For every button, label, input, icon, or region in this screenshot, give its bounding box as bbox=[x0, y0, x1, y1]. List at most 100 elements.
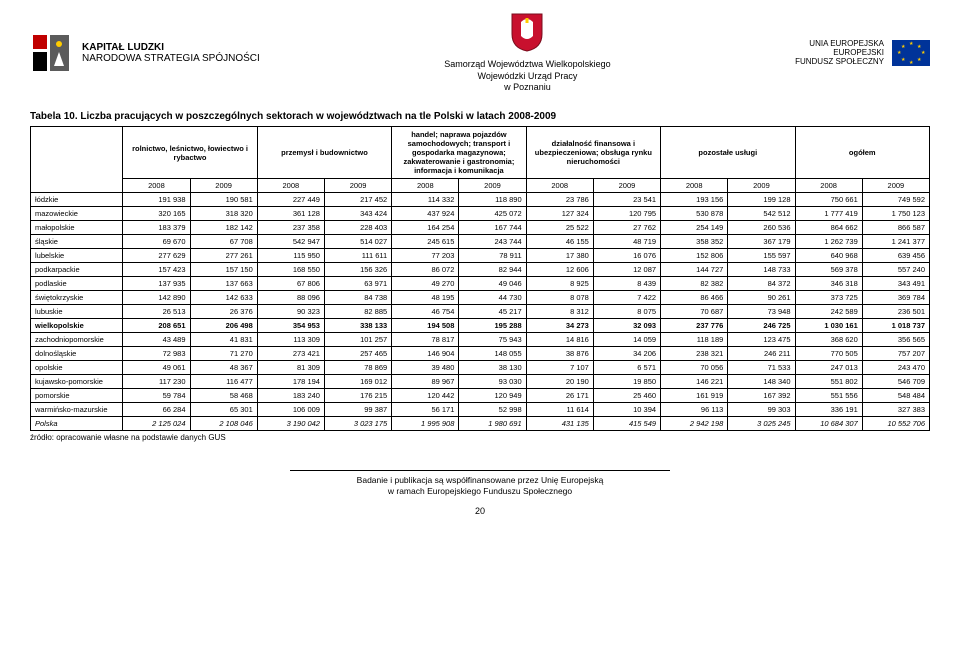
page-number: 20 bbox=[30, 506, 930, 516]
eu-text: UNIA EUROPEJSKA EUROPEJSKI FUNDUSZ SPOŁE… bbox=[795, 39, 884, 67]
value-cell: 152 806 bbox=[661, 249, 728, 263]
value-cell: 142 890 bbox=[123, 291, 190, 305]
value-cell: 45 217 bbox=[459, 305, 526, 319]
value-cell: 2 108 046 bbox=[190, 417, 257, 431]
value-cell: 118 189 bbox=[661, 333, 728, 347]
table-row: pomorskie59 78458 468183 240176 215120 4… bbox=[31, 389, 930, 403]
value-cell: 1 750 123 bbox=[862, 207, 929, 221]
value-cell: 19 850 bbox=[593, 375, 660, 389]
region-cell: zachodniopomorskie bbox=[31, 333, 123, 347]
value-cell: 228 403 bbox=[324, 221, 391, 235]
value-cell: 41 831 bbox=[190, 333, 257, 347]
group-header: przemysł i budownictwo bbox=[257, 127, 391, 179]
value-cell: 343 424 bbox=[324, 207, 391, 221]
table-row: Polska2 125 0242 108 0463 190 0423 023 1… bbox=[31, 417, 930, 431]
group-header: działalność finansowa i ubezpieczeniowa;… bbox=[526, 127, 660, 179]
value-cell: 369 784 bbox=[862, 291, 929, 305]
value-cell: 277 629 bbox=[123, 249, 190, 263]
value-cell: 65 301 bbox=[190, 403, 257, 417]
value-cell: 866 587 bbox=[862, 221, 929, 235]
year-header: 2009 bbox=[190, 179, 257, 193]
value-cell: 425 072 bbox=[459, 207, 526, 221]
kl-line2: NARODOWA STRATEGIA SPÓJNOŚCI bbox=[82, 53, 260, 64]
value-cell: 243 744 bbox=[459, 235, 526, 249]
value-cell: 78 911 bbox=[459, 249, 526, 263]
value-cell: 157 423 bbox=[123, 263, 190, 277]
value-cell: 82 382 bbox=[661, 277, 728, 291]
value-cell: 415 549 bbox=[593, 417, 660, 431]
value-cell: 38 130 bbox=[459, 361, 526, 375]
region-cell: małopolskie bbox=[31, 221, 123, 235]
value-cell: 78 817 bbox=[392, 333, 459, 347]
value-cell: 260 536 bbox=[728, 221, 795, 235]
region-cell: kujawsko-pomorskie bbox=[31, 375, 123, 389]
year-header: 2008 bbox=[795, 179, 862, 193]
value-cell: 82 944 bbox=[459, 263, 526, 277]
value-cell: 26 171 bbox=[526, 389, 593, 403]
value-cell: 237 358 bbox=[257, 221, 324, 235]
region-cell: mazowieckie bbox=[31, 207, 123, 221]
value-cell: 148 055 bbox=[459, 347, 526, 361]
value-cell: 431 135 bbox=[526, 417, 593, 431]
value-cell: 26 513 bbox=[123, 305, 190, 319]
region-cell: podlaskie bbox=[31, 277, 123, 291]
value-cell: 82 885 bbox=[324, 305, 391, 319]
value-cell: 99 387 bbox=[324, 403, 391, 417]
region-corner-cell bbox=[31, 127, 123, 193]
value-cell: 14 059 bbox=[593, 333, 660, 347]
value-cell: 101 257 bbox=[324, 333, 391, 347]
value-cell: 90 261 bbox=[728, 291, 795, 305]
value-cell: 20 190 bbox=[526, 375, 593, 389]
header-row: KAPITAŁ LUDZKI NARODOWA STRATEGIA SPÓJNO… bbox=[30, 12, 930, 93]
value-cell: 227 449 bbox=[257, 193, 324, 207]
value-cell: 346 318 bbox=[795, 277, 862, 291]
value-cell: 864 662 bbox=[795, 221, 862, 235]
value-cell: 148 340 bbox=[728, 375, 795, 389]
value-cell: 78 869 bbox=[324, 361, 391, 375]
value-cell: 69 670 bbox=[123, 235, 190, 249]
value-cell: 338 133 bbox=[324, 319, 391, 333]
footer-line2: w ramach Europejskiego Funduszu Społeczn… bbox=[30, 486, 930, 497]
header-left: KAPITAŁ LUDZKI NARODOWA STRATEGIA SPÓJNO… bbox=[30, 32, 260, 74]
table-row: dolnośląskie72 98371 270273 421257 46514… bbox=[31, 347, 930, 361]
value-cell: 66 284 bbox=[123, 403, 190, 417]
eu-line3: FUNDUSZ SPOŁECZNY bbox=[795, 57, 884, 66]
table-row: mazowieckie320 165318 320361 128343 4244… bbox=[31, 207, 930, 221]
value-cell: 178 194 bbox=[257, 375, 324, 389]
header-center: Samorząd Województwa Wielkopolskiego Woj… bbox=[444, 12, 610, 93]
value-cell: 88 096 bbox=[257, 291, 324, 305]
value-cell: 1 777 419 bbox=[795, 207, 862, 221]
value-cell: 530 878 bbox=[661, 207, 728, 221]
value-cell: 8 925 bbox=[526, 277, 593, 291]
value-cell: 3 025 245 bbox=[728, 417, 795, 431]
value-cell: 3 023 175 bbox=[324, 417, 391, 431]
value-cell: 750 661 bbox=[795, 193, 862, 207]
value-cell: 542 512 bbox=[728, 207, 795, 221]
table-row: śląskie69 67067 708542 947514 027245 615… bbox=[31, 235, 930, 249]
value-cell: 327 383 bbox=[862, 403, 929, 417]
value-cell: 146 221 bbox=[661, 375, 728, 389]
value-cell: 195 288 bbox=[459, 319, 526, 333]
value-cell: 120 795 bbox=[593, 207, 660, 221]
value-cell: 111 611 bbox=[324, 249, 391, 263]
value-cell: 191 938 bbox=[123, 193, 190, 207]
value-cell: 208 651 bbox=[123, 319, 190, 333]
value-cell: 361 128 bbox=[257, 207, 324, 221]
value-cell: 238 321 bbox=[661, 347, 728, 361]
kapital-ludzki-text: KAPITAŁ LUDZKI NARODOWA STRATEGIA SPÓJNO… bbox=[82, 42, 260, 64]
value-cell: 368 620 bbox=[795, 333, 862, 347]
value-cell: 557 240 bbox=[862, 263, 929, 277]
value-cell: 343 491 bbox=[862, 277, 929, 291]
year-header: 2009 bbox=[728, 179, 795, 193]
value-cell: 354 953 bbox=[257, 319, 324, 333]
value-cell: 542 947 bbox=[257, 235, 324, 249]
value-cell: 1 995 908 bbox=[392, 417, 459, 431]
value-cell: 356 565 bbox=[862, 333, 929, 347]
center-line0: Samorząd Województwa Wielkopolskiego bbox=[444, 59, 610, 70]
value-cell: 17 380 bbox=[526, 249, 593, 263]
value-cell: 277 261 bbox=[190, 249, 257, 263]
group-header: handel; naprawa pojazdów samochodowych; … bbox=[392, 127, 526, 179]
value-cell: 34 206 bbox=[593, 347, 660, 361]
region-cell: łódzkie bbox=[31, 193, 123, 207]
table-row: kujawsko-pomorskie117 230116 477178 1941… bbox=[31, 375, 930, 389]
